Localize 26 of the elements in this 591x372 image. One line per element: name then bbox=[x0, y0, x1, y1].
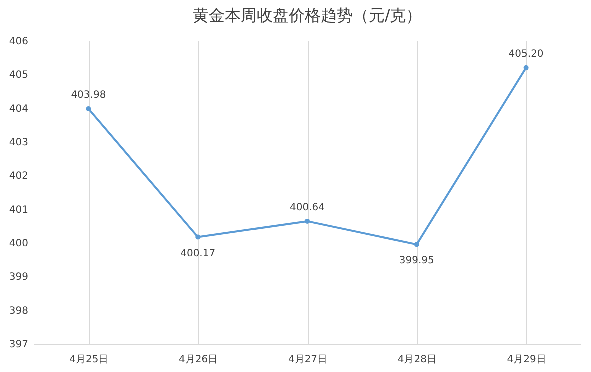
x-tick-label: 4月27日 bbox=[288, 354, 328, 366]
data-label: 399.95 bbox=[399, 256, 434, 267]
y-tick-label: 402 bbox=[9, 171, 28, 182]
data-label: 403.98 bbox=[71, 90, 106, 102]
point bbox=[414, 242, 420, 248]
x-tick-label: 4月25日 bbox=[70, 354, 109, 366]
y-tick-label: 403 bbox=[9, 138, 28, 148]
y-tick-label: 406 bbox=[9, 36, 28, 48]
data-label: 400.64 bbox=[290, 202, 325, 214]
x-tick-label: 4月28日 bbox=[398, 354, 437, 366]
point bbox=[305, 218, 310, 224]
y-tick-label: 404 bbox=[9, 104, 28, 115]
chart-title: 黄金本周收盘价格趋势（元/克） bbox=[192, 6, 422, 25]
y-tick-label: 405 bbox=[9, 70, 28, 82]
point bbox=[196, 234, 201, 240]
point bbox=[86, 106, 92, 112]
y-tick-label: 400 bbox=[9, 238, 28, 250]
y-tick-label: 398 bbox=[9, 306, 28, 317]
x-tick-label: 4月26日 bbox=[179, 354, 218, 366]
data-label: 405.20 bbox=[508, 48, 544, 60]
y-tick-label: 397 bbox=[9, 340, 28, 350]
y-tick-label: 401 bbox=[9, 204, 28, 216]
y-tick-label: 399 bbox=[9, 272, 28, 284]
x-tick-label: 4月29日 bbox=[507, 354, 546, 366]
point bbox=[524, 65, 529, 70]
data-label: 400.17 bbox=[180, 248, 216, 260]
